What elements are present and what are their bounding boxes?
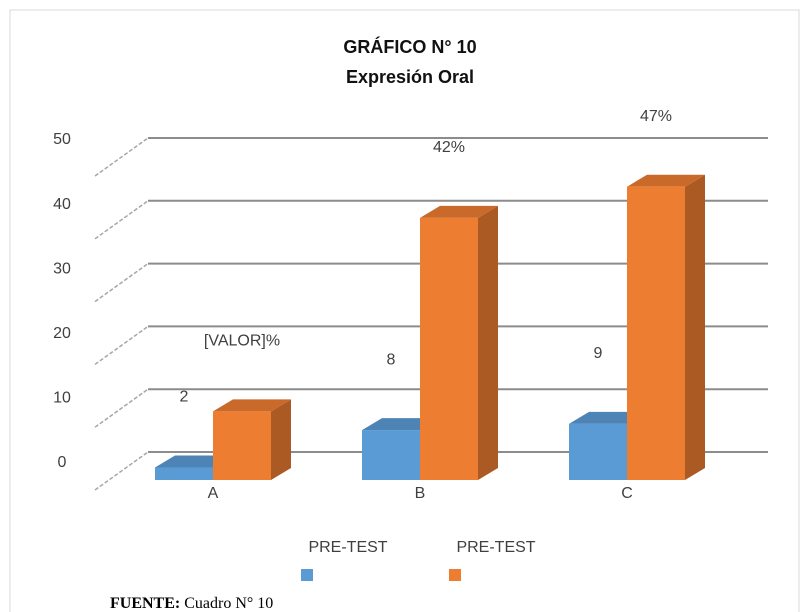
bar — [569, 423, 627, 480]
bar-side — [271, 399, 291, 480]
data-label: 2 — [180, 389, 189, 406]
y-tick-label: 40 — [53, 196, 71, 213]
legend-swatch — [301, 569, 313, 581]
y-tick-label: 30 — [53, 260, 71, 277]
data-label: 42% — [433, 139, 465, 156]
grid-line-side — [94, 388, 149, 428]
legend-swatch — [449, 569, 461, 581]
x-tick-label: B — [415, 485, 426, 502]
bar-top — [213, 399, 291, 412]
bar — [362, 430, 420, 480]
source: FUENTE: Cuadro N° 10 — [110, 595, 273, 612]
y-tick-label: 0 — [58, 454, 67, 471]
legend-label: PRE-TEST — [456, 539, 535, 556]
x-tick-label: A — [208, 485, 219, 502]
bar-side — [685, 174, 705, 480]
y-tick-label: 10 — [53, 390, 71, 407]
data-label: 8 — [387, 351, 396, 368]
data-label: 47% — [640, 108, 672, 125]
grid-line-side — [94, 200, 149, 240]
grid-line-side — [94, 262, 149, 303]
chart-subtitle: Expresión Oral — [346, 67, 474, 87]
y-tick-label: 50 — [53, 131, 71, 148]
source-label: FUENTE: — [110, 595, 180, 612]
data-label: 9 — [594, 345, 603, 362]
bar — [627, 186, 685, 480]
data-label: [VALOR]% — [204, 333, 280, 350]
x-tick-label: C — [621, 485, 633, 502]
grid-line-side — [94, 325, 149, 366]
legend-label: PRE-TEST — [308, 539, 387, 556]
bar — [155, 467, 213, 480]
grid-line-side — [94, 137, 149, 177]
bar-side — [478, 205, 498, 481]
source-text: Cuadro N° 10 — [184, 595, 273, 612]
grid-line-side — [94, 451, 149, 491]
bar-top — [420, 205, 498, 218]
y-tick-label: 20 — [53, 325, 71, 342]
chart-title: GRÁFICO N° 10 — [343, 36, 476, 57]
bar — [420, 217, 478, 481]
bar-top — [627, 174, 705, 187]
bar — [213, 411, 271, 480]
